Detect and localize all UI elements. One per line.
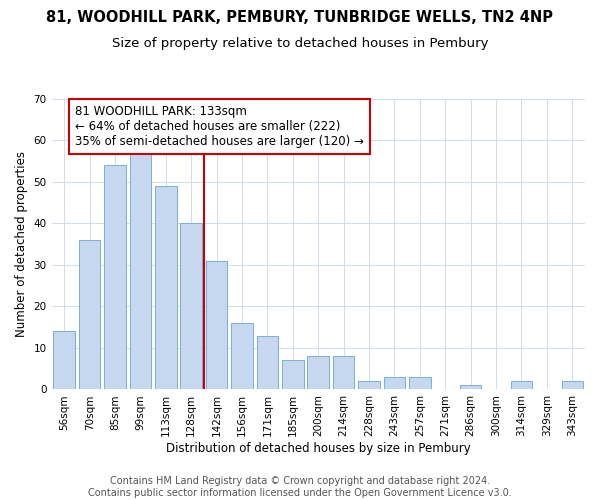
Bar <box>333 356 355 390</box>
Bar <box>104 166 126 390</box>
Bar <box>130 153 151 390</box>
Bar <box>257 336 278 390</box>
Text: 81 WOODHILL PARK: 133sqm
← 64% of detached houses are smaller (222)
35% of semi-: 81 WOODHILL PARK: 133sqm ← 64% of detach… <box>75 105 364 148</box>
Bar <box>460 386 481 390</box>
Bar <box>409 377 431 390</box>
Text: 81, WOODHILL PARK, PEMBURY, TUNBRIDGE WELLS, TN2 4NP: 81, WOODHILL PARK, PEMBURY, TUNBRIDGE WE… <box>47 10 554 25</box>
X-axis label: Distribution of detached houses by size in Pembury: Distribution of detached houses by size … <box>166 442 470 455</box>
Text: Contains HM Land Registry data © Crown copyright and database right 2024.
Contai: Contains HM Land Registry data © Crown c… <box>88 476 512 498</box>
Bar <box>181 224 202 390</box>
Y-axis label: Number of detached properties: Number of detached properties <box>15 151 28 337</box>
Bar <box>79 240 100 390</box>
Bar <box>307 356 329 390</box>
Bar <box>155 186 176 390</box>
Bar <box>562 381 583 390</box>
Bar <box>383 377 405 390</box>
Text: Size of property relative to detached houses in Pembury: Size of property relative to detached ho… <box>112 38 488 51</box>
Bar <box>511 381 532 390</box>
Bar <box>282 360 304 390</box>
Bar <box>53 332 75 390</box>
Bar <box>206 261 227 390</box>
Bar <box>358 381 380 390</box>
Bar <box>231 323 253 390</box>
